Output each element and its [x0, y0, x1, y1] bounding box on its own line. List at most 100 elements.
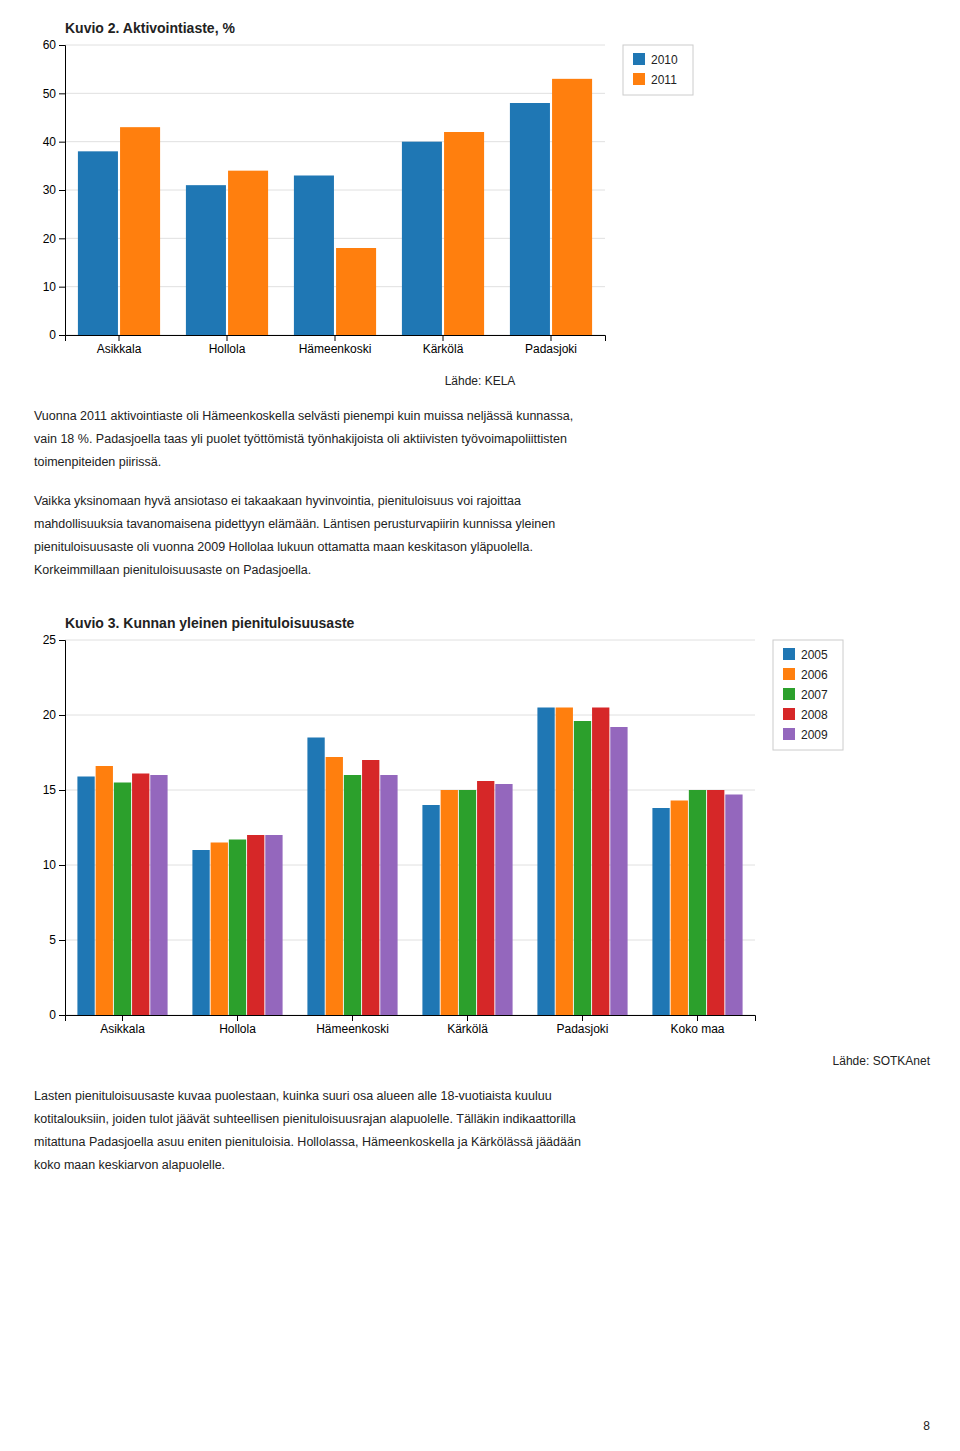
axis-line: [59, 641, 66, 1016]
tick-label: Hämeenkoski: [299, 342, 372, 356]
legend-swatch: [783, 648, 795, 660]
tick-label: 20: [43, 708, 57, 722]
tick: Hollola: [219, 1015, 256, 1036]
tick-mark: [237, 1015, 238, 1021]
axis-line: [66, 1016, 756, 1022]
bar: [192, 850, 209, 1015]
grid: [65, 640, 755, 1015]
bar: [326, 757, 343, 1015]
bar: [652, 808, 669, 1015]
source: Lähde: KELA: [445, 374, 516, 388]
legend-item: 2006: [783, 668, 828, 682]
legend-swatch: [783, 688, 795, 700]
bar: [610, 727, 627, 1015]
bar: [402, 142, 442, 335]
tick-mark: [335, 335, 336, 341]
legend-label: 2007: [801, 688, 828, 702]
tick: 0: [49, 1008, 65, 1022]
bar: [344, 775, 361, 1015]
grid-line: [65, 45, 605, 46]
tick: Kärkölä: [447, 1015, 488, 1036]
grid-line: [65, 940, 755, 941]
tick: 10: [43, 858, 65, 872]
y-axis: 0102030405060: [43, 38, 66, 342]
bar: [336, 248, 376, 335]
bar: [495, 784, 512, 1015]
tick-mark: [551, 335, 552, 341]
bar: [150, 775, 167, 1015]
legend: 2010 2011: [623, 45, 693, 95]
tick-mark: [59, 287, 65, 288]
tick: 5: [49, 933, 65, 947]
tick-mark: [443, 335, 444, 341]
tick-label: Asikkala: [100, 1022, 145, 1036]
bar: [510, 103, 550, 335]
legend-item: 2010: [633, 53, 678, 67]
legend-label: 2011: [651, 73, 677, 87]
tick: Asikkala: [100, 1015, 145, 1036]
tick-mark: [227, 335, 228, 341]
tick-mark: [59, 1015, 65, 1016]
tick: Koko maa: [670, 1015, 724, 1036]
legend-swatch: [633, 53, 645, 65]
bar: [228, 171, 268, 335]
bar: [96, 766, 113, 1015]
tick-mark: [467, 1015, 468, 1021]
legend-swatch: [783, 708, 795, 720]
bar: [211, 843, 228, 1016]
tick-mark: [59, 865, 65, 866]
legend-label: 2005: [801, 648, 828, 662]
tick: Asikkala: [97, 335, 142, 356]
tick-mark: [582, 1015, 583, 1021]
tick: Hämeenkoski: [316, 1015, 389, 1036]
legend: 2005 2006 2007 2008 2009: [773, 640, 843, 750]
tick-mark: [122, 1015, 123, 1021]
tick: 0: [49, 328, 65, 342]
tick-label: 0: [49, 328, 56, 342]
tick-mark: [59, 45, 65, 46]
tick-mark: [59, 238, 65, 239]
tick-label: Asikkala: [97, 342, 142, 356]
paragraph-line: vain 18 %. Padasjoella taas yli puolet t…: [34, 432, 567, 446]
grid-line: [65, 640, 755, 641]
legend-swatch: [783, 728, 795, 740]
tick: 20: [43, 708, 65, 722]
bar: [574, 721, 591, 1015]
paragraph: Vuonna 2011 aktivointiaste oli Hämeenkos…: [34, 409, 573, 469]
tick-label: 15: [43, 783, 57, 797]
bar: [422, 805, 439, 1015]
tick: Kärkölä: [423, 335, 464, 356]
bar: [294, 176, 334, 336]
chart-title: Kuvio 3. Kunnan yleinen pienituloisuusas…: [65, 615, 355, 631]
bar: [671, 801, 688, 1016]
legend-swatch: [633, 73, 645, 85]
paragraph-line: mitattuna Padasjoella asuu eniten pienit…: [34, 1135, 581, 1149]
tick-label: 10: [43, 280, 57, 294]
legend-label: 2006: [801, 668, 828, 682]
tick: Padasjoki: [525, 335, 577, 356]
page-number: 8: [923, 1419, 930, 1433]
paragraph-line: koko maan keskiarvon alapuolelle.: [34, 1158, 225, 1172]
bar: [459, 790, 476, 1015]
legend-item: 2007: [783, 688, 828, 702]
tick: 60: [43, 38, 65, 52]
tick-label: 0: [49, 1008, 56, 1022]
legend-label: 2008: [801, 708, 828, 722]
bar: [77, 777, 94, 1016]
tick: 40: [43, 135, 65, 149]
legend-label: 2010: [651, 53, 678, 67]
bar: [114, 783, 131, 1016]
grid: [65, 45, 605, 335]
bar: [725, 795, 742, 1016]
tick: Padasjoki: [556, 1015, 608, 1036]
paragraph-line: Vaikka yksinomaan hyvä ansiotaso ei taka…: [34, 494, 521, 508]
bars: [78, 79, 592, 335]
tick: Hämeenkoski: [299, 335, 372, 356]
tick-label: 20: [43, 232, 57, 246]
tick: 50: [43, 87, 65, 101]
legend-item: 2009: [783, 728, 828, 742]
legend-item: 2008: [783, 708, 828, 722]
tick-mark: [119, 335, 120, 341]
chart: Kuvio 2. Aktivointiaste, %0102030405060A…: [43, 20, 693, 356]
tick-label: 40: [43, 135, 57, 149]
